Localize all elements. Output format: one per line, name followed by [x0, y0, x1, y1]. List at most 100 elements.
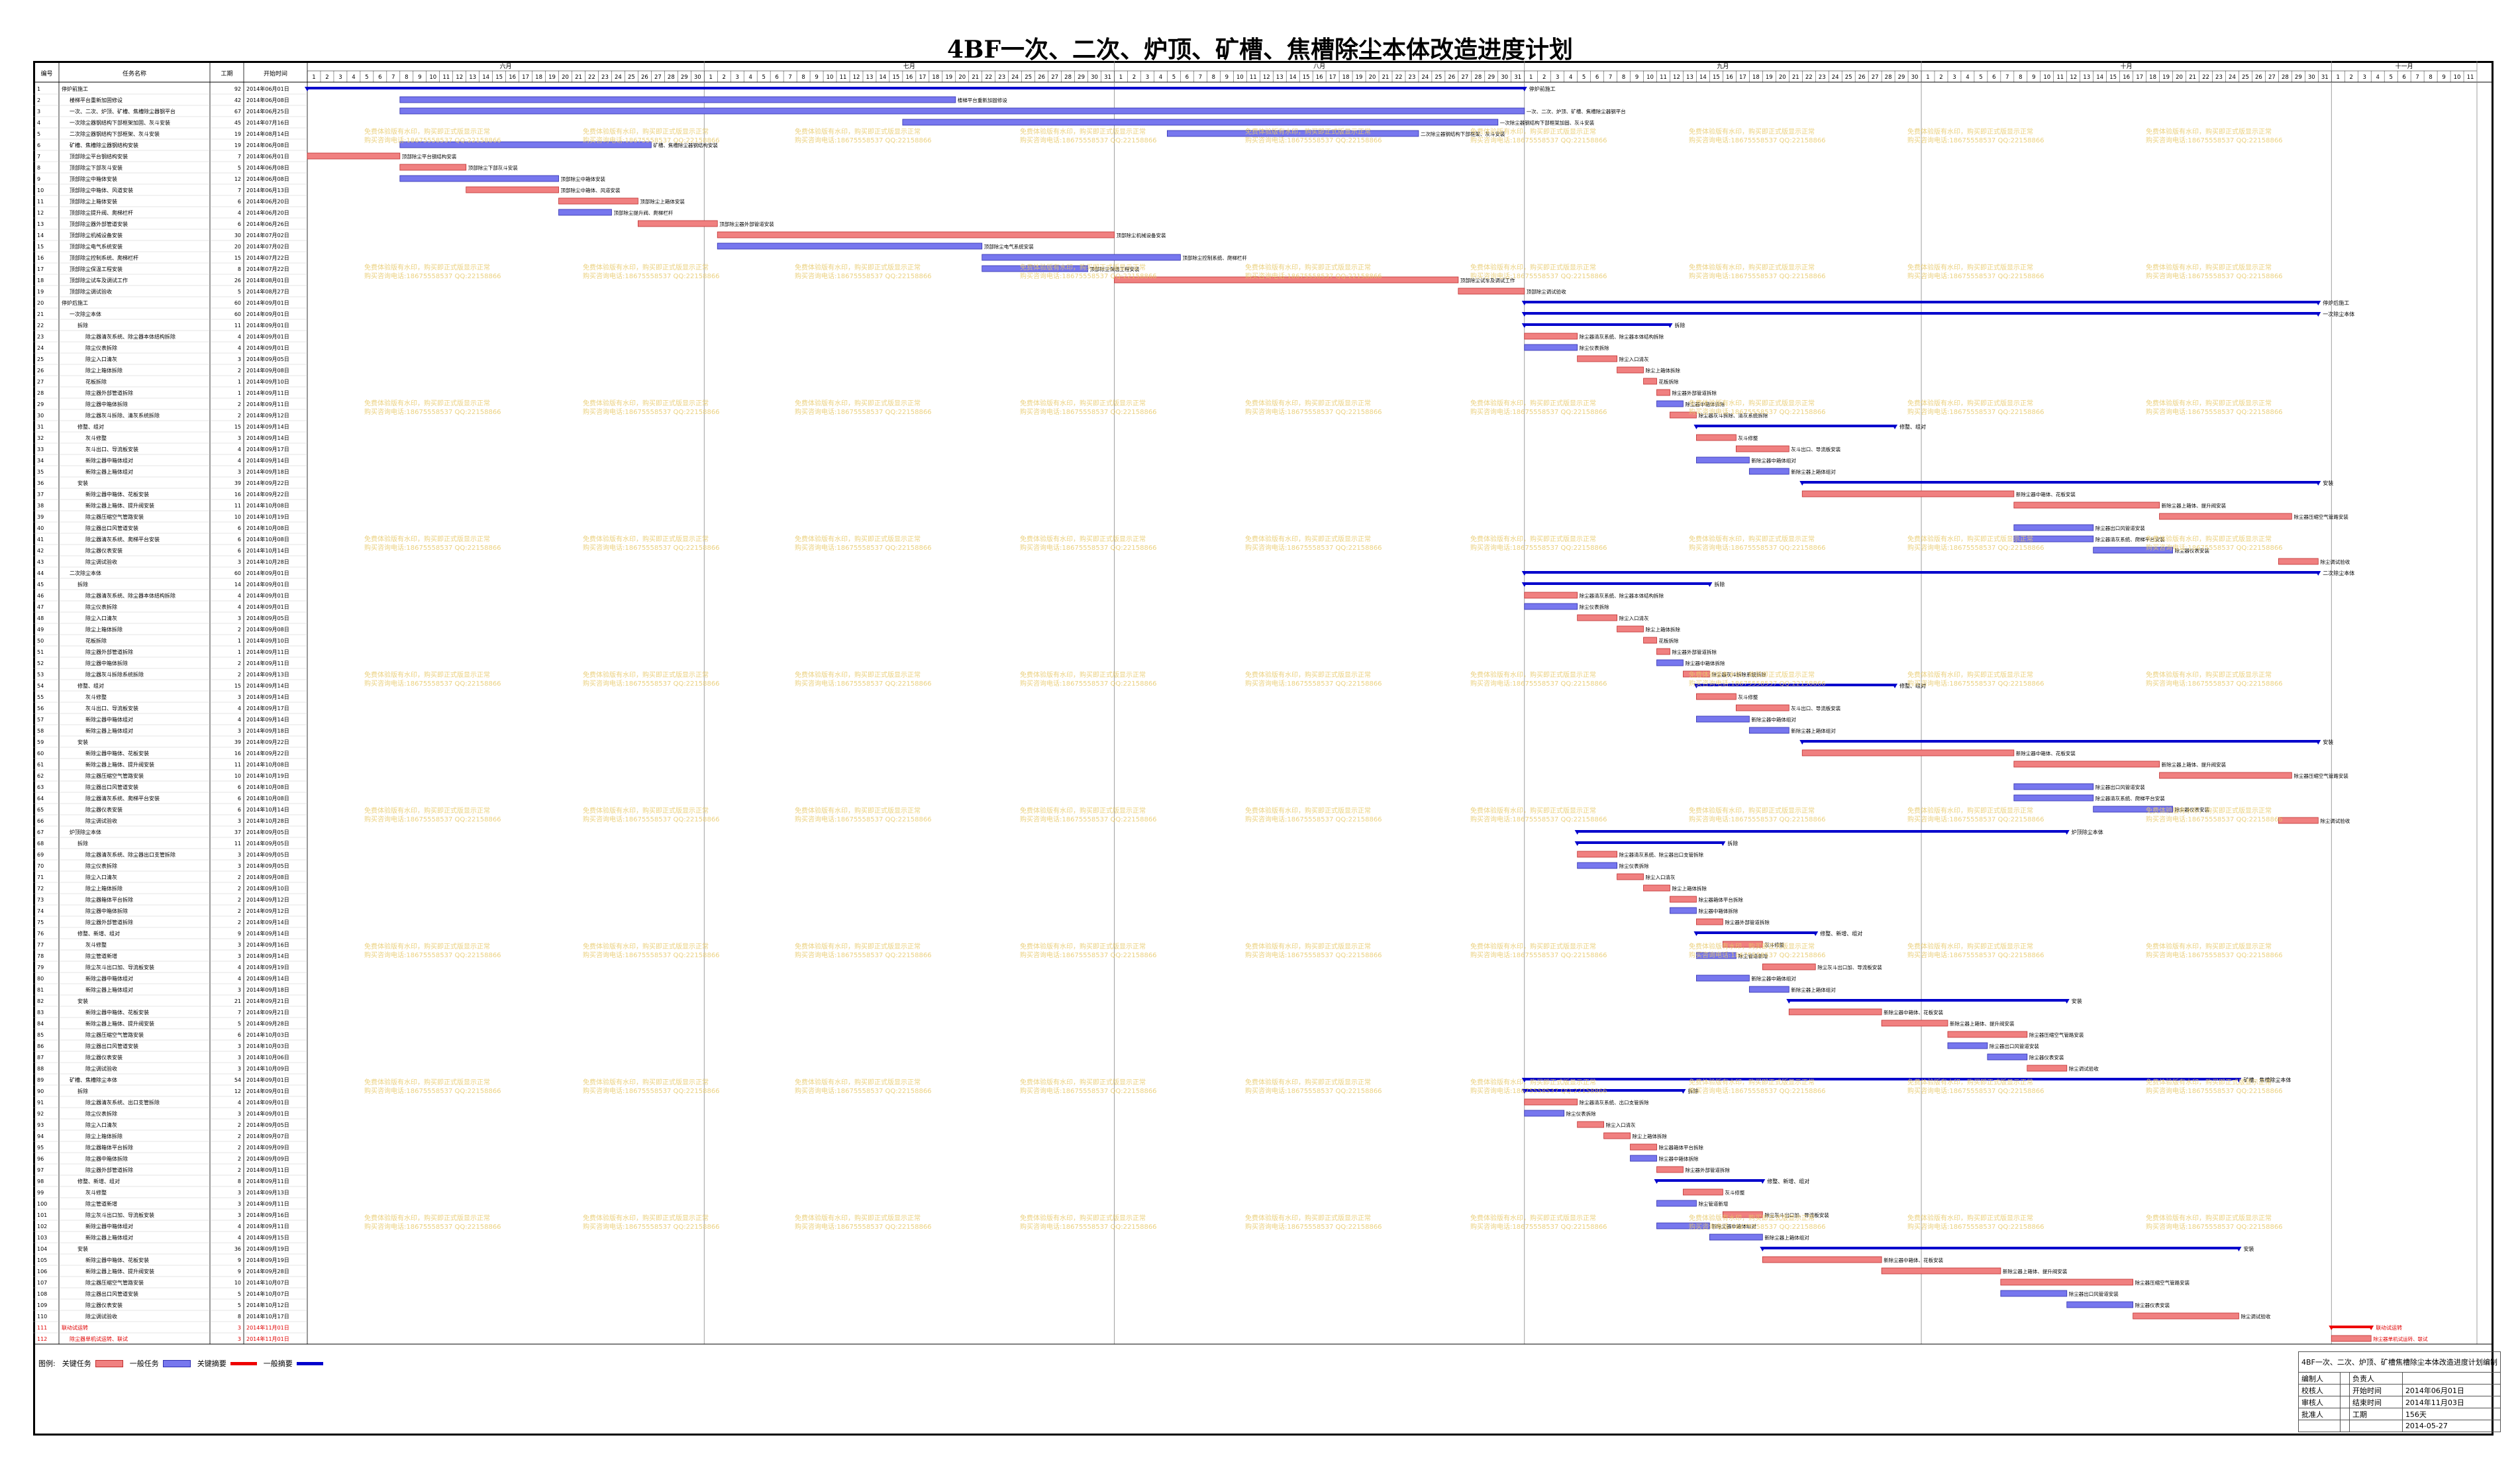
task-start: 2014年09月22日 [246, 480, 289, 486]
normal-task-bar [1524, 1110, 1565, 1117]
day-label: 20 [2176, 74, 2183, 81]
bar-label: 顶部除尘电气系统安装 [984, 243, 1034, 250]
task-start: 2014年09月01日 [246, 311, 289, 317]
task-duration: 5 [238, 1021, 241, 1027]
summary-end-marker [2315, 571, 2321, 576]
task-start: 2014年09月13日 [246, 671, 289, 678]
task-name: 除尘器外部管道拆除 [85, 1167, 133, 1173]
task-start: 2014年10月08日 [246, 502, 289, 509]
task-id: 47 [37, 604, 44, 610]
watermark: 购买咨询电话:18675558537 QQ:22158866 [1020, 951, 1157, 959]
task-start: 2014年09月09日 [246, 1144, 289, 1151]
watermark: 购买咨询电话:18675558537 QQ:22158866 [1245, 1222, 1382, 1231]
day-label: 2 [1133, 74, 1136, 81]
legend-prefix: 图例: [38, 1359, 56, 1368]
task-duration: 37 [234, 829, 241, 835]
watermark: 免费体验版有水印，购买即正式版显示正常 [364, 399, 490, 407]
bar-label: 除尘器外部管道拆除 [1672, 390, 1717, 396]
critical-task-bar [1577, 614, 1617, 621]
task-id: 18 [37, 278, 44, 284]
day-label: 21 [1792, 74, 1799, 81]
task-start: 2014年09月05日 [246, 1122, 289, 1128]
task-id: 103 [37, 1235, 47, 1241]
info-label-duration: 工期 [2348, 1408, 2403, 1420]
bar-label: 拆除 [1674, 322, 1685, 329]
summary-start-marker [1799, 481, 1805, 486]
bar-label: 除尘上箱体拆除 [1646, 626, 1681, 633]
task-id: 5 [37, 131, 40, 137]
task-start: 2014年09月28日 [246, 1020, 289, 1027]
task-duration: 6 [238, 548, 241, 554]
bar-label: 新除尘器上箱体、提升阀安装 [2162, 502, 2227, 509]
bar-label: 炉顶除尘本体 [2072, 829, 2103, 835]
day-label: 16 [905, 74, 913, 81]
task-id: 35 [37, 469, 44, 475]
watermark: 免费体验版有水印，购买即正式版显示正常 [1020, 942, 1146, 951]
watermark: 购买咨询电话:18675558537 QQ:22158866 [1245, 815, 1382, 823]
task-start: 2014年10月28日 [246, 558, 289, 565]
task-duration: 4 [238, 446, 241, 452]
task-name: 除尘器清灰系统、爬梯平台安装 [85, 536, 160, 543]
task-duration: 3 [238, 1066, 241, 1072]
bar-label: 除尘器仪表安装 [2175, 547, 2210, 554]
task-duration: 3 [238, 1043, 241, 1049]
task-start: 2014年10月08日 [246, 784, 289, 790]
day-label: 17 [1739, 74, 1746, 81]
task-duration: 21 [234, 998, 241, 1004]
critical-task-bar [1617, 873, 1644, 880]
task-id: 25 [37, 356, 44, 362]
task-name: 顶部除尘控制系统、爬梯栏杆 [70, 254, 138, 261]
normal-task-bar [1987, 1053, 2028, 1061]
task-name: 一次除尘器钢结构下部框架加固、灰斗安装 [70, 119, 170, 126]
summary-start-marker [1799, 740, 1805, 745]
watermark: 免费体验版有水印，购买即正式版显示正常 [795, 1214, 921, 1222]
task-name: 灰斗出口、导流板安装 [85, 705, 138, 711]
watermark: 免费体验版有水印，购买即正式版显示正常 [1245, 1078, 1371, 1086]
bar-label: 除尘器外部管道拆除 [1725, 919, 1770, 925]
task-id: 97 [37, 1167, 44, 1173]
normal-task-bar [1656, 400, 1684, 407]
task-name: 除尘器仪表安装 [85, 1054, 123, 1061]
summary-end-marker [2368, 1326, 2374, 1330]
watermark: 免费体验版有水印，购买即正式版显示正常 [2146, 263, 2272, 272]
critical-task-bar [1524, 1098, 1578, 1106]
bar-label: 除尘器出口风管道安装 [2069, 1290, 2119, 1297]
task-start: 2014年09月11日 [246, 401, 289, 407]
summary-end-marker [2236, 1247, 2242, 1251]
bar-label: 除尘器外部管道拆除 [1685, 1167, 1730, 1173]
task-id: 55 [37, 694, 44, 700]
task-duration: 3 [238, 559, 241, 565]
task-name: 修整、组对 [77, 423, 104, 430]
task-start: 2014年09月09日 [246, 1155, 289, 1162]
bar-label: 修整、新增、组对 [1767, 1178, 1809, 1184]
watermark: 购买咨询电话:18675558537 QQ:22158866 [1689, 543, 1826, 552]
task-duration: 3 [238, 435, 241, 441]
watermark: 购买咨询电话:18675558537 QQ:22158866 [1245, 951, 1382, 959]
task-id: 27 [37, 379, 44, 385]
task-start: 2014年09月14日 [246, 953, 289, 959]
watermark: 免费体验版有水印，购买即正式版显示正常 [1245, 127, 1371, 136]
watermark: 免费体验版有水印，购买即正式版显示正常 [2146, 670, 2272, 679]
task-id: 106 [37, 1269, 47, 1275]
task-duration: 15 [234, 424, 241, 430]
watermark: 免费体验版有水印，购买即正式版显示正常 [1245, 535, 1371, 543]
watermark: 购买咨询电话:18675558537 QQ:22158866 [364, 272, 501, 280]
summary-end-marker [1667, 323, 1673, 328]
task-name: 灰斗修整 [85, 1189, 107, 1196]
task-id: 74 [37, 908, 44, 914]
normal-task-bar [1947, 1042, 1988, 1049]
summary-end-marker [2064, 999, 2070, 1004]
normal-task-bar [2000, 1290, 2068, 1297]
day-label: 15 [1713, 74, 1720, 81]
summary-end-marker [2236, 1078, 2242, 1082]
task-duration: 3 [238, 469, 241, 475]
task-start: 2014年09月14日 [246, 930, 289, 937]
task-duration: 6 [238, 1032, 241, 1038]
bar-label: 新除尘器中箱体、花板安装 [1884, 1257, 1943, 1263]
task-start: 2014年09月14日 [246, 716, 289, 723]
task-id: 49 [37, 627, 44, 633]
normal-task-swatch [162, 1359, 191, 1367]
watermark: 购买咨询电话:18675558537 QQ:22158866 [583, 951, 720, 959]
task-name: 新除尘器上箱体、提升阀安装 [85, 761, 154, 768]
